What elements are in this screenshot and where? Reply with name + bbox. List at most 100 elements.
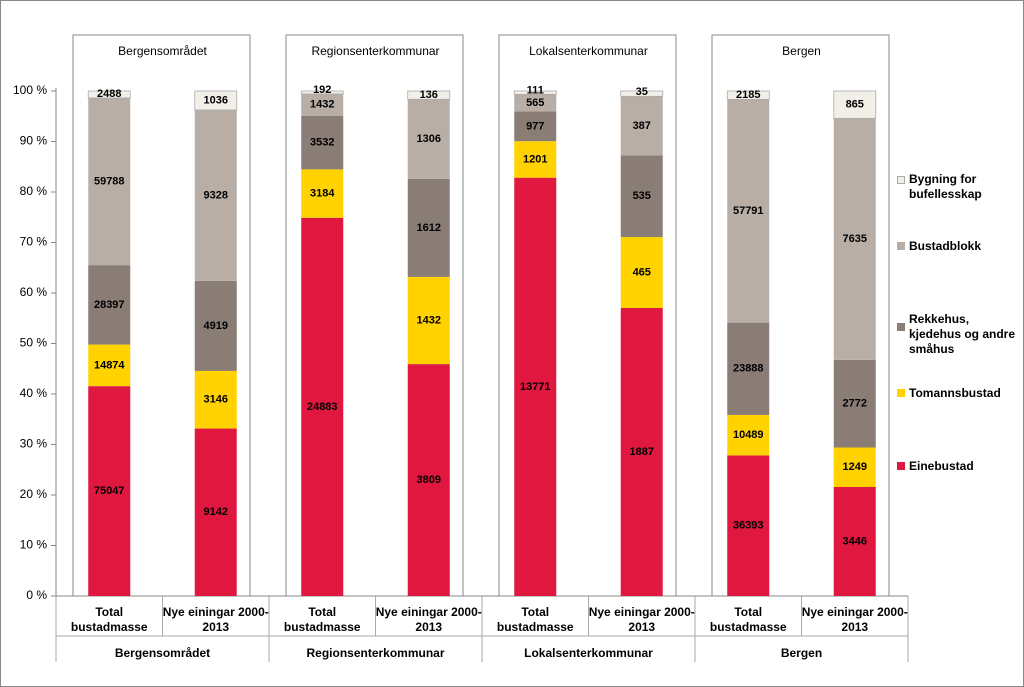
legend-label: Rekkehus, kjedehus og andre småhus (909, 311, 1016, 356)
value-label: 24883 (307, 401, 338, 413)
bar-segment (620, 237, 663, 309)
value-label: 3446 (843, 535, 867, 547)
bar-segment (514, 141, 557, 178)
y-tick-label: 90 % (20, 134, 48, 148)
bar-segment (833, 447, 876, 488)
panel-title: Lokalsenterkommunar (529, 44, 648, 58)
bar-segment (300, 90, 344, 95)
value-label: 36393 (733, 520, 764, 532)
value-label: 23888 (733, 363, 764, 375)
bar-segment (194, 370, 237, 429)
value-label: 2772 (843, 398, 867, 410)
value-label: 57791 (733, 205, 764, 217)
bar-segment (727, 414, 770, 456)
value-label: 59788 (94, 175, 125, 187)
value-label: 3532 (310, 136, 334, 148)
legend-label: Tomannsbustad (909, 385, 1001, 400)
value-label: 1612 (417, 222, 441, 234)
value-label: 10489 (733, 429, 764, 441)
y-tick-label: 60 % (20, 285, 48, 299)
panel-title: Bergensområdet (118, 44, 207, 58)
value-label: 865 (846, 99, 864, 111)
bar-segment (194, 280, 237, 371)
panel-title: Regionsenterkommunar (311, 44, 439, 58)
bar-segment (88, 265, 131, 345)
bar-segment (301, 93, 344, 116)
legend-label: Bustadblokk (909, 238, 982, 253)
value-label: 1249 (843, 461, 867, 473)
legend-swatch (897, 389, 905, 397)
value-label: 565 (526, 97, 544, 109)
bar-segment (620, 308, 663, 596)
bar-segment (407, 364, 450, 596)
legend-swatch (897, 462, 905, 470)
value-label: 1036 (204, 94, 228, 106)
y-tick-label: 70 % (20, 235, 48, 249)
legend-swatch (897, 242, 905, 250)
value-label: 535 (633, 190, 651, 202)
bar-segment (88, 344, 131, 387)
value-label: 1432 (310, 99, 334, 111)
bar-segment (194, 90, 238, 111)
legend-label: Bygning for bufellesskap (909, 172, 982, 201)
value-label: 465 (633, 266, 651, 278)
y-tick-label: 10 % (20, 538, 48, 552)
value-label: 14874 (94, 359, 125, 371)
bar-segment (513, 90, 557, 95)
bar-segment (407, 178, 450, 277)
bar-segment (88, 386, 131, 596)
y-tick-label: 50 % (20, 336, 48, 350)
group-label: Regionsenterkommunar (306, 646, 445, 660)
value-label: 2488 (97, 88, 121, 100)
value-label: 3184 (310, 187, 335, 199)
value-label: 136 (420, 89, 438, 101)
group-label: Bergensområdet (114, 646, 211, 660)
bar-segment (407, 276, 450, 365)
bar-segment (514, 94, 557, 112)
value-label: 9142 (204, 506, 228, 518)
legend-swatch (897, 323, 905, 331)
bar-segment (87, 90, 131, 99)
y-tick-label: 30 % (20, 437, 48, 451)
group-label: Lokalsenterkommunar (524, 646, 653, 660)
value-label: 75047 (94, 485, 125, 497)
bar-segment (727, 455, 770, 596)
bar-segment (407, 99, 450, 179)
bar-segment (301, 115, 344, 170)
bar-segment (833, 90, 877, 119)
value-label: 13771 (520, 381, 551, 393)
bar-segment (726, 90, 770, 100)
y-tick-label: 100 % (13, 83, 47, 97)
x-tick-label: Nye einingar 2000-2013 (375, 605, 482, 634)
bar-segment (301, 217, 344, 596)
bar-segment (514, 177, 557, 596)
x-tick-label: Nye einingar 2000-2013 (162, 605, 269, 634)
bar-segment (407, 90, 451, 100)
bar-segment (194, 109, 237, 281)
value-label: 1201 (523, 153, 547, 165)
bar-segment (620, 96, 663, 156)
y-tick-label: 20 % (20, 487, 48, 501)
value-label: 4919 (204, 320, 228, 332)
bar-segment (620, 155, 663, 238)
bar-segment (194, 428, 237, 596)
x-tick-label: Total bustadmasse (496, 605, 574, 634)
value-label: 7635 (843, 233, 867, 245)
x-tick-label: Nye einingar 2000-2013 (801, 605, 908, 634)
value-label: 1306 (417, 133, 441, 145)
bar-segment (833, 487, 876, 596)
y-tick-label: 0 % (26, 588, 47, 602)
x-tick-label: Total bustadmasse (70, 605, 148, 634)
bar-segment (833, 359, 876, 448)
x-tick-label: Nye einingar 2000-2013 (588, 605, 695, 634)
value-label: 387 (633, 120, 651, 132)
panel-title: Bergen (782, 44, 821, 58)
bar-segment (514, 111, 557, 142)
group-label: Bergen (780, 646, 823, 660)
value-label: 9328 (204, 189, 228, 201)
value-label: 111 (527, 84, 544, 96)
bar-segment (620, 90, 664, 97)
bar-segment (301, 169, 344, 218)
